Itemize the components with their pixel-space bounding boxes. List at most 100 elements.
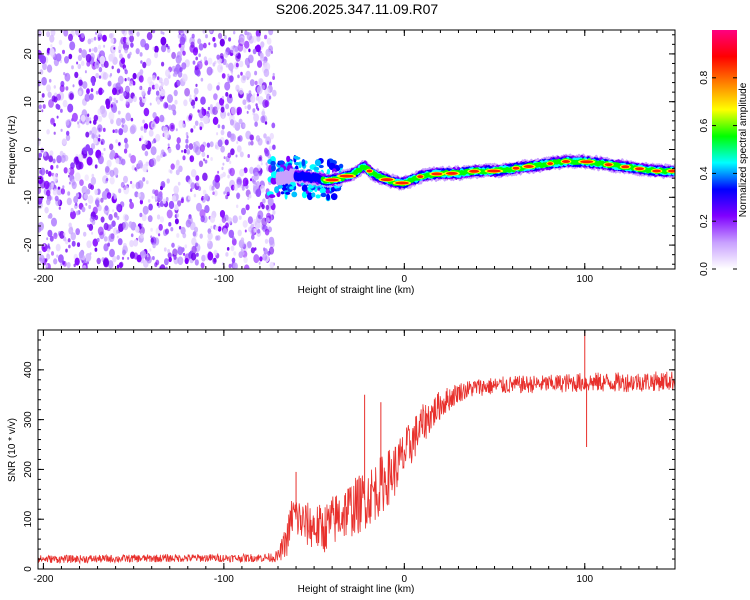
transition-blob [320,192,327,198]
noise-blob [116,68,121,74]
noise-blob [56,155,62,164]
noise-blob [90,88,94,93]
noise-blob [196,252,199,257]
noise-blob [89,93,94,101]
noise-blob [82,81,88,89]
noise-blob [171,51,177,60]
noise-blob [43,246,45,250]
noise-blob [212,106,219,115]
noise-blob [110,104,113,108]
noise-blob [124,69,128,75]
noise-blob [166,178,170,184]
noise-blob [68,181,71,185]
noise-blob [140,250,147,259]
noise-blob [222,116,225,120]
noise-blob [236,176,242,185]
noise-blob [103,236,108,242]
noise-blob [39,169,43,175]
noise-blob [132,95,137,103]
noise-blob [259,155,263,161]
noise-blob [46,64,53,73]
noise-blob [75,228,80,236]
noise-blob [71,240,76,247]
colorbar-tick-label: 0.8 [699,70,710,84]
noise-blob [256,35,261,42]
noise-blob [46,50,50,56]
noise-blob [159,216,165,223]
noise-blob [89,120,92,124]
noise-blob [129,51,132,56]
noise-blob [159,96,164,102]
noise-blob [106,73,109,78]
noise-blob [194,120,199,126]
noise-blob [128,221,133,228]
noise-blob [240,237,245,243]
noise-blob [201,151,206,158]
noise-blob [219,53,224,59]
noise-blob [100,141,103,145]
noise-blob [59,230,65,239]
noise-blob [85,53,92,63]
noise-blob [248,141,251,146]
noise-blob [170,104,176,112]
noise-blob [264,87,270,96]
noise-blob [88,117,92,122]
noise-blob [60,108,63,113]
track-core-hot [445,171,458,175]
noise-blob [158,77,163,84]
noise-blob [156,99,161,105]
noise-blob [207,83,213,91]
noise-blob [156,155,161,162]
noise-blob [235,154,238,158]
noise-blob [135,225,140,233]
noise-blob [95,31,98,35]
noise-blob [264,34,268,40]
noise-blob [124,78,127,82]
noise-blob [143,123,149,130]
track-core-hot [512,166,520,170]
noise-blob [152,30,156,34]
noise-blob [248,194,252,199]
noise-blob [237,136,241,142]
noise-blob [243,167,248,174]
noise-blob [259,256,263,262]
y-tick-label: 300 [23,411,34,428]
noise-blob [249,79,255,87]
noise-blob [76,61,79,65]
noise-blob [62,49,65,55]
noise-blob [190,41,195,48]
noise-blob [64,72,71,82]
noise-blob [187,216,193,225]
noise-blob [258,261,261,265]
noise-blob [200,262,205,269]
noise-blob [176,213,179,218]
noise-blob [55,243,61,252]
noise-blob [203,42,207,49]
noise-blob [130,233,134,238]
noise-blob [231,106,237,115]
noise-blob [244,229,247,233]
noise-blob [109,176,115,185]
noise-blob [41,76,47,86]
noise-blob [129,30,134,34]
noise-blob [135,48,140,55]
noise-blob [87,38,92,45]
noise-blob [156,214,161,220]
noise-blob [89,216,94,223]
noise-blob [191,245,197,254]
y-tick-label: 400 [23,361,34,378]
snr-ylabel: SNR (10 * v/v) [7,418,18,482]
noise-blob [239,60,244,68]
noise-blob [95,72,99,79]
snr-line [38,371,675,565]
noise-blob [238,251,244,259]
noise-blob [58,254,64,263]
noise-blob [168,222,172,227]
transition-blob [270,177,278,185]
noise-blob [77,124,81,129]
noise-blob [71,118,74,122]
noise-blob [95,199,100,206]
noise-blob [96,257,101,265]
x-tick-label: -100 [214,574,234,585]
noise-blob [272,75,275,81]
